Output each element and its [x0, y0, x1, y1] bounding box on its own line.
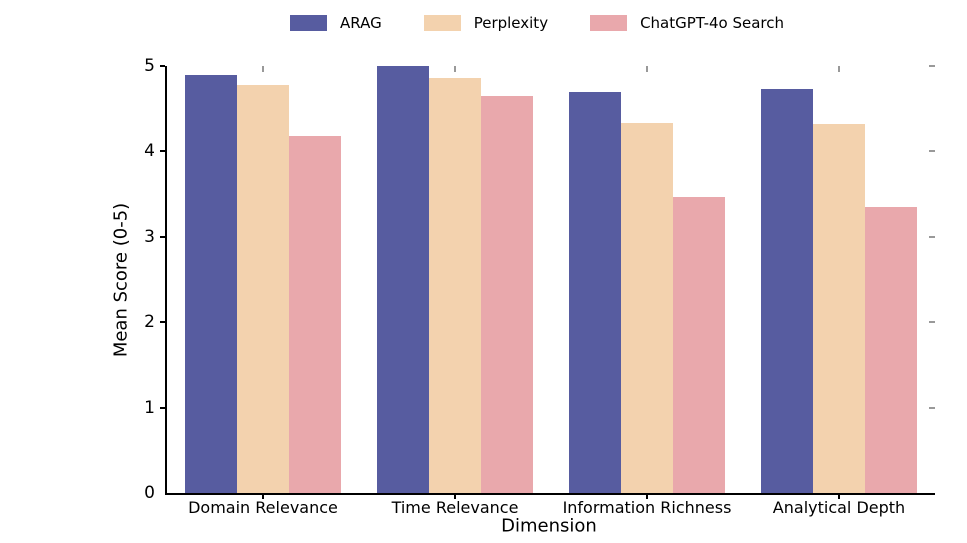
legend-swatch-chatgpt — [590, 15, 628, 31]
y-tick-mark — [160, 406, 165, 409]
legend-label-chatgpt: ChatGPT-4o Search — [640, 14, 785, 32]
bar-chatgpt-4o-search — [481, 95, 533, 493]
y-tick-label: 5 — [144, 56, 155, 76]
x-tick-mark-top — [262, 66, 264, 72]
bar-arag — [377, 66, 429, 493]
y-tick-mark-right — [929, 321, 935, 324]
y-tick-mark-right — [929, 235, 935, 238]
bar-perplexity — [237, 84, 289, 493]
plot-area: 0 1 2 3 4 5 Domain Relevance Time Relevance Info… — [144, 56, 935, 517]
x-axis-label: Dimension — [501, 515, 597, 537]
y-tick-mark — [160, 235, 165, 238]
x-tick-mark-top — [646, 66, 648, 72]
legend-label-perplexity: Perplexity — [473, 14, 549, 32]
x-tick-mark-top — [838, 66, 840, 72]
bar-chatgpt-4o-search — [673, 196, 725, 493]
y-tick-mark-right — [929, 406, 935, 409]
x-tick-mark-bottom — [838, 493, 840, 499]
y-tick-mark-right — [929, 65, 935, 67]
y-tick-label: 1 — [144, 397, 155, 418]
y-tick-label: 3 — [144, 226, 155, 247]
bar-chatgpt-4o-search — [865, 206, 917, 493]
x-tick-label: Analytical Depth — [772, 498, 906, 517]
x-tick-label: Time Relevance — [391, 498, 519, 517]
legend-swatch-perplexity — [423, 15, 461, 31]
legend-label-arag: ARAG — [340, 14, 382, 32]
x-tick-mark-bottom — [646, 493, 648, 499]
legend-swatch-arag — [290, 15, 327, 31]
legend-item-perplexity: Perplexity — [423, 13, 549, 33]
y-tick-mark — [160, 150, 165, 153]
bar-perplexity — [813, 124, 865, 493]
y-tick-label: 0 — [144, 483, 155, 503]
x-tick-mark-bottom — [454, 493, 456, 499]
bar-chatgpt-4o-search — [289, 136, 341, 493]
bar-perplexity — [429, 77, 481, 493]
bar-perplexity — [621, 123, 673, 493]
y-tick-mark-right — [929, 150, 935, 153]
legend: ARAG Perplexity ChatGPT-4o Search — [290, 13, 784, 33]
x-tick-label: Information Richness — [562, 498, 732, 517]
y-tick-mark — [160, 65, 165, 67]
x-tick-mark-top — [454, 66, 456, 72]
bar-arag — [569, 91, 621, 493]
legend-item-chatgpt: ChatGPT-4o Search — [590, 13, 784, 33]
y-tick-label: 4 — [144, 141, 155, 162]
bar-arag — [185, 74, 237, 493]
x-tick-mark-bottom — [262, 493, 264, 499]
y-tick-label: 2 — [144, 312, 155, 333]
bar-arag — [761, 89, 813, 493]
legend-item-arag: ARAG — [290, 13, 382, 33]
x-tick-label: Domain Relevance — [188, 498, 338, 517]
y-tick-mark — [160, 321, 165, 324]
